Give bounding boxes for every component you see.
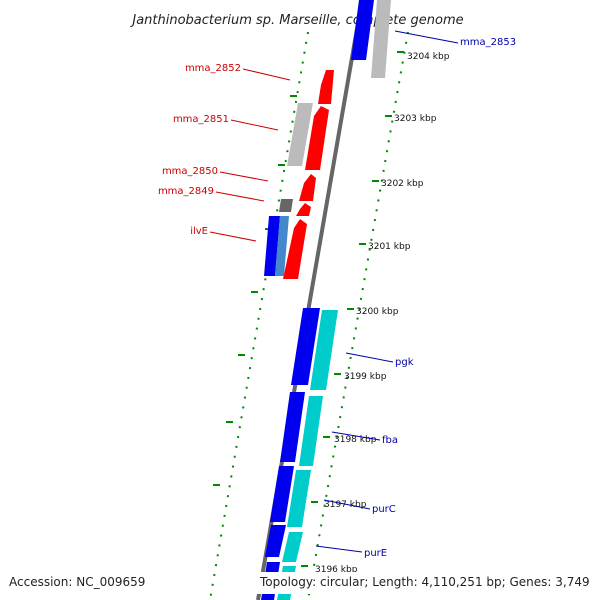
fba-cyan-feature <box>299 396 323 466</box>
label-ilvE: ilvE <box>190 226 208 237</box>
outer-dotted-ring-left <box>209 31 309 600</box>
right-ring-dashes <box>301 51 404 567</box>
purC-cyan-feature <box>287 470 311 527</box>
label-mma-2850: mma_2850 <box>162 166 218 177</box>
label-purC: purC <box>372 504 396 515</box>
label-mma-2853: mma_2853 <box>460 37 516 48</box>
left-gene-labels: mma_2852 mma_2851 mma_2850 mma_2849 ilvE <box>158 63 291 242</box>
map-title: Janthinobacterium sp. Marseille, complet… <box>129 13 463 28</box>
tick-label: 3203 kbp <box>394 114 437 124</box>
right-gene-labels: mma_2853 pgk fba purC purE <box>315 30 516 559</box>
outer-dotted-ring-right <box>307 31 409 600</box>
left-ring-dashes <box>213 95 297 486</box>
label-fba: fba <box>382 435 398 446</box>
scale-ticks: 3204 kbp 3203 kbp 3202 kbp 3201 kbp 3200… <box>315 52 450 575</box>
label-purE: purE <box>364 548 387 559</box>
footer-topology-bg <box>256 572 592 594</box>
mma-2849-dark-feature <box>279 199 293 212</box>
tick-label: 3202 kbp <box>381 179 424 189</box>
forward-genes <box>261 0 374 600</box>
gene-purE-feature <box>265 525 286 557</box>
ilvE-lightblue-feature <box>275 216 289 276</box>
label-pgk: pgk <box>395 357 414 368</box>
tick-label: 3199 kbp <box>344 372 387 382</box>
tick-label: 3200 kbp <box>356 307 399 317</box>
gene-ilvE-partner-feature <box>264 216 280 276</box>
gene-ilvE-feature <box>283 219 307 279</box>
tick-label: 3197 kbp <box>324 500 367 510</box>
pgk-cyan-feature <box>310 310 338 390</box>
tick-label: 3204 kbp <box>407 52 450 62</box>
gene-fba-feature <box>280 392 305 462</box>
label-mma-2852: mma_2852 <box>185 63 241 74</box>
gene-mma-2850-feature <box>299 174 316 201</box>
gene-mma-2852-feature <box>318 70 334 104</box>
grey-feature-top <box>371 0 391 78</box>
tick-label: 3198 kbp <box>334 435 377 445</box>
label-mma-2849: mma_2849 <box>158 186 214 197</box>
accession-text: Accession: NC_009659 <box>9 575 145 589</box>
reverse-genes <box>283 70 334 279</box>
label-mma-2851: mma_2851 <box>173 114 229 125</box>
gene-mma-2849-feature <box>296 203 311 216</box>
gene-mma-2851-feature <box>305 106 329 170</box>
tick-label: 3201 kbp <box>368 242 411 252</box>
purE-cyan-feature <box>282 532 303 562</box>
gene-pgk-feature <box>291 308 320 385</box>
gene-mma-2853-feature <box>351 0 374 60</box>
mma-2851-grey-feature <box>287 103 313 166</box>
tick-label: 3196 kbp <box>315 565 358 575</box>
grey-genes <box>279 0 391 212</box>
topology-text: Topology: circular; Length: 4,110,251 bp… <box>259 575 590 589</box>
gene-purC-feature <box>270 466 294 522</box>
